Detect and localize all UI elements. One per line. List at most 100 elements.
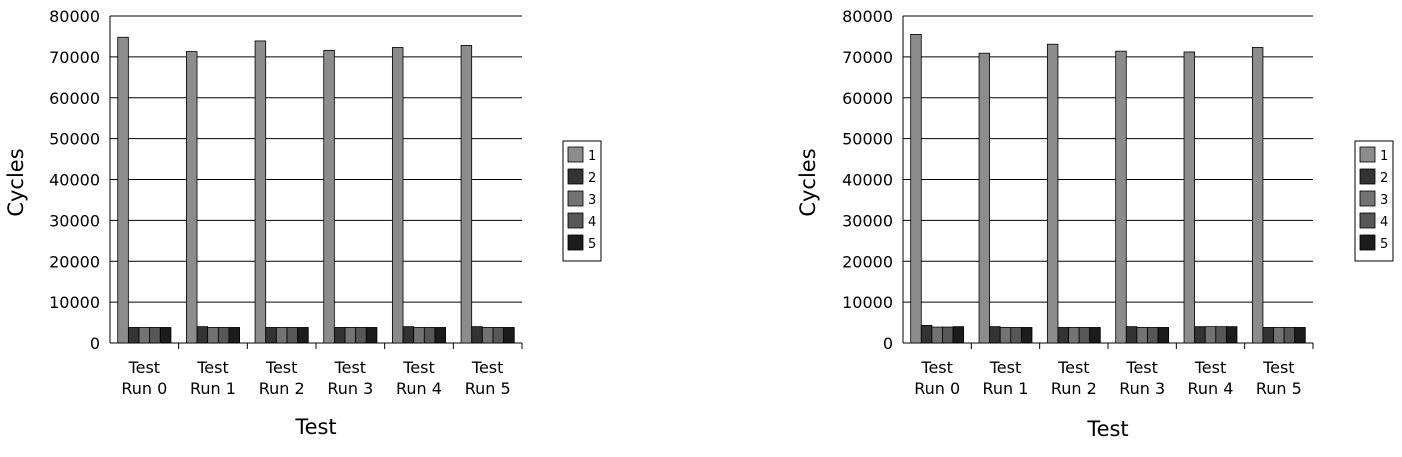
bar-series-2 — [1262, 327, 1274, 344]
legend-swatch-4 — [567, 212, 584, 229]
bar-series-2 — [989, 326, 1001, 344]
x-tick-label: Test Run 0 — [914, 358, 960, 398]
legend-label-5: 5 — [588, 237, 596, 252]
bar-series-5 — [1089, 327, 1101, 344]
x-tick-label: Test Run 5 — [1256, 358, 1302, 398]
y-axis-title: Cycles — [796, 148, 820, 216]
bar-series-4 — [1147, 327, 1159, 344]
legend-label-1: 1 — [1380, 149, 1388, 164]
y-tick-label: 50000 — [49, 130, 100, 149]
bar-series-2 — [333, 327, 346, 344]
x-tick-label-line: Test — [334, 358, 367, 377]
legend-label-2: 2 — [588, 171, 596, 186]
bar-series-5 — [1020, 327, 1033, 344]
bar-series-4 — [1078, 327, 1091, 344]
bar-series-2 — [127, 327, 140, 344]
legend-label-2: 2 — [1380, 171, 1388, 186]
x-tick-label-line: Run 5 — [1256, 379, 1302, 398]
legend-swatch-5 — [1359, 234, 1376, 251]
bar-series-1 — [254, 40, 267, 344]
bar-series-4 — [355, 327, 367, 344]
x-tick-label-line: Run 4 — [1188, 379, 1234, 398]
bar-series-5 — [228, 327, 241, 344]
bar-series-3 — [1068, 327, 1080, 344]
legend-swatch-3 — [567, 190, 584, 207]
x-axis-title: Test — [294, 415, 336, 439]
bar-series-5 — [434, 327, 447, 344]
bar-series-3 — [1273, 327, 1285, 344]
bar-series-3 — [1204, 326, 1217, 344]
y-tick-label: 20000 — [842, 252, 893, 271]
legend-label-3: 3 — [588, 193, 596, 208]
x-tick-label: Test Run 2 — [259, 358, 305, 398]
bar-series-3 — [275, 327, 288, 344]
x-tick-label-line: Run 1 — [190, 379, 236, 398]
bar-series-5 — [1157, 327, 1170, 344]
y-tick-label: 80000 — [49, 7, 100, 26]
bar-series-1 — [1183, 51, 1196, 344]
bar-series-5 — [159, 327, 172, 344]
bar-series-2 — [471, 326, 483, 344]
x-tick-label-line: Run 3 — [1119, 379, 1165, 398]
legend-label-4: 4 — [1380, 215, 1388, 230]
x-tick-label: Test Run 5 — [465, 358, 511, 398]
x-tick-label-line: Run 1 — [983, 379, 1029, 398]
y-tick-label: 10000 — [842, 293, 893, 312]
bar-series-2 — [1057, 327, 1069, 344]
x-tick-label-line: Run 2 — [1051, 379, 1097, 398]
bar-series-4 — [1010, 327, 1022, 344]
chart-0: 0 10000 20000 30000 40000 50000 60000 70000 8000… — [4, 7, 602, 439]
bar-series-4 — [1215, 326, 1227, 344]
bar-series-4 — [217, 327, 230, 344]
legend-label-4: 4 — [588, 215, 596, 230]
x-tick-label: Test Run 2 — [1051, 358, 1097, 398]
legend-swatch-4 — [1359, 212, 1376, 229]
bar-series-1 — [1046, 43, 1059, 344]
legend-swatch-2 — [1359, 168, 1376, 185]
legend-label-1: 1 — [588, 149, 596, 164]
y-tick-label: 70000 — [49, 48, 100, 67]
y-tick-label: 30000 — [49, 211, 100, 230]
bar-series-2 — [402, 326, 415, 344]
x-tick-label-line: Run 4 — [396, 379, 442, 398]
x-tick-label-line: Test — [471, 358, 504, 377]
bar-series-1 — [1115, 50, 1127, 344]
bar-series-3 — [138, 327, 151, 344]
bar-series-1 — [185, 51, 198, 344]
bar-series-1 — [910, 33, 922, 344]
bar-series-4 — [423, 327, 436, 344]
y-tick-label: 40000 — [842, 171, 893, 190]
bar-series-4 — [149, 327, 161, 344]
bar-series-1 — [1251, 47, 1264, 344]
x-tick-label-line: Test — [1262, 358, 1295, 377]
bar-series-3 — [931, 326, 943, 344]
bar-series-4 — [492, 327, 505, 344]
bar-series-1 — [323, 49, 335, 344]
legend-swatch-1 — [567, 146, 584, 163]
x-tick-label-line: Run 5 — [465, 379, 511, 398]
bar-series-2 — [265, 327, 277, 344]
bar-series-4 — [942, 326, 954, 344]
bar-series-2 — [1125, 326, 1138, 344]
y-tick-label: 20000 — [49, 252, 100, 271]
bar-series-4 — [1283, 327, 1296, 344]
x-tick-label: Test Run 4 — [396, 358, 442, 398]
y-tick-label: 70000 — [842, 48, 893, 67]
x-tick-label-line: Test — [989, 358, 1022, 377]
x-tick-label-line: Test — [1057, 358, 1090, 377]
x-tick-label: Test Run 3 — [1119, 358, 1165, 398]
y-tick-label: 0 — [883, 334, 893, 353]
x-tick-label-line: Test — [1194, 358, 1227, 377]
bar-series-5 — [503, 327, 515, 344]
bar-series-2 — [920, 325, 933, 344]
legend-swatch-1 — [1359, 146, 1376, 163]
y-axis-title: Cycles — [4, 148, 28, 216]
y-tick-label: 60000 — [49, 89, 100, 108]
bar-series-1 — [391, 47, 404, 344]
y-tick-label: 60000 — [842, 89, 893, 108]
bar-series-2 — [196, 326, 209, 344]
x-axis-title: Test — [1086, 417, 1128, 441]
y-tick-label: 40000 — [49, 171, 100, 190]
bar-series-4 — [286, 327, 299, 344]
legend-swatch-3 — [1359, 190, 1376, 207]
